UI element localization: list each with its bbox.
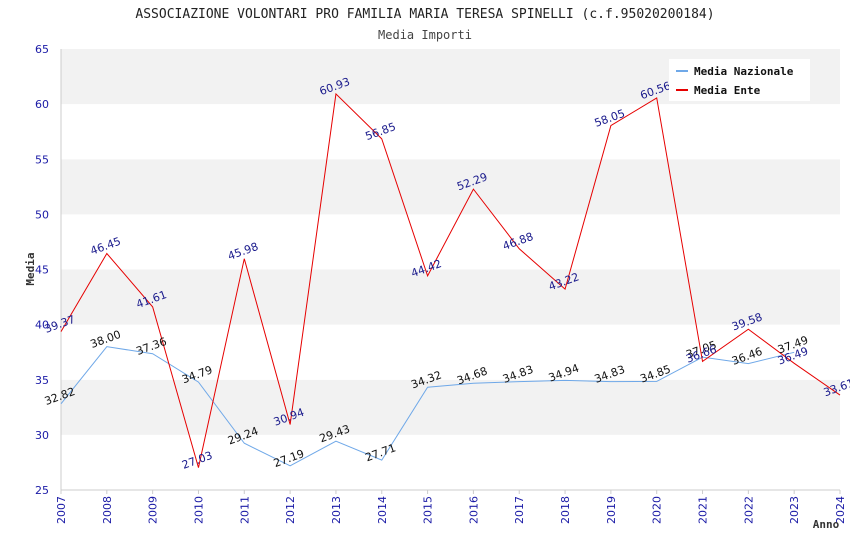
grid-band <box>61 104 840 160</box>
grid-band <box>61 434 840 490</box>
grid-band <box>61 159 840 215</box>
x-tick-label: 2010 <box>192 496 205 524</box>
chart-subtitle: Media Importi <box>378 28 472 42</box>
series-line-media-ente <box>60 92 841 468</box>
x-tick-label: 2008 <box>101 496 114 524</box>
legend-label: Media Ente <box>694 84 761 97</box>
x-tick-label: 2007 <box>55 496 68 524</box>
grid-band <box>61 379 840 435</box>
series-line-media-nazionale <box>60 346 795 467</box>
x-tick-label: 2015 <box>422 496 435 524</box>
x-tick-label: 2024 <box>834 496 847 524</box>
grid-band <box>61 214 840 270</box>
grid-bands <box>61 49 840 490</box>
x-tick-label: 2011 <box>238 496 251 524</box>
x-tick-label: 2020 <box>651 496 664 524</box>
grid-band <box>61 324 840 380</box>
y-axis-label: Media <box>24 252 37 285</box>
y-tick-label: 30 <box>35 429 49 442</box>
x-tick-label: 2009 <box>147 496 160 524</box>
x-tick-label: 2019 <box>605 496 618 524</box>
y-tick-label: 55 <box>35 153 49 166</box>
x-tick-label: 2014 <box>376 496 389 524</box>
x-tick-label: 2023 <box>788 496 801 524</box>
legend-box <box>669 59 810 101</box>
y-tick-label: 35 <box>35 374 49 387</box>
series-lines <box>60 92 841 468</box>
y-tick-label: 40 <box>35 319 49 332</box>
y-tick-label: 45 <box>35 264 49 277</box>
x-axis-label: Anno <box>813 518 840 531</box>
x-tick-label: 2013 <box>330 496 343 524</box>
x-tick-label: 2012 <box>284 496 297 524</box>
y-tick-label: 60 <box>35 98 49 111</box>
x-tick-label: 2021 <box>697 496 710 524</box>
x-tick-label: 2016 <box>467 496 480 524</box>
y-tick-label: 25 <box>35 484 49 497</box>
legend-label: Media Nazionale <box>694 65 794 78</box>
y-tick-label: 50 <box>35 208 49 221</box>
y-tick-label: 65 <box>35 43 49 56</box>
x-tick-label: 2022 <box>742 496 755 524</box>
x-tick-label: 2017 <box>513 496 526 524</box>
grid-band <box>61 269 840 325</box>
legend: Media Nazionale Media Ente <box>669 59 810 101</box>
chart-title: ASSOCIAZIONE VOLONTARI PRO FAMILIA MARIA… <box>135 7 714 22</box>
x-tick-label: 2018 <box>559 496 572 524</box>
axes: 25 30 35 40 45 50 55 60 65 2007 2008 2009 2010 2011 20… <box>35 43 847 524</box>
